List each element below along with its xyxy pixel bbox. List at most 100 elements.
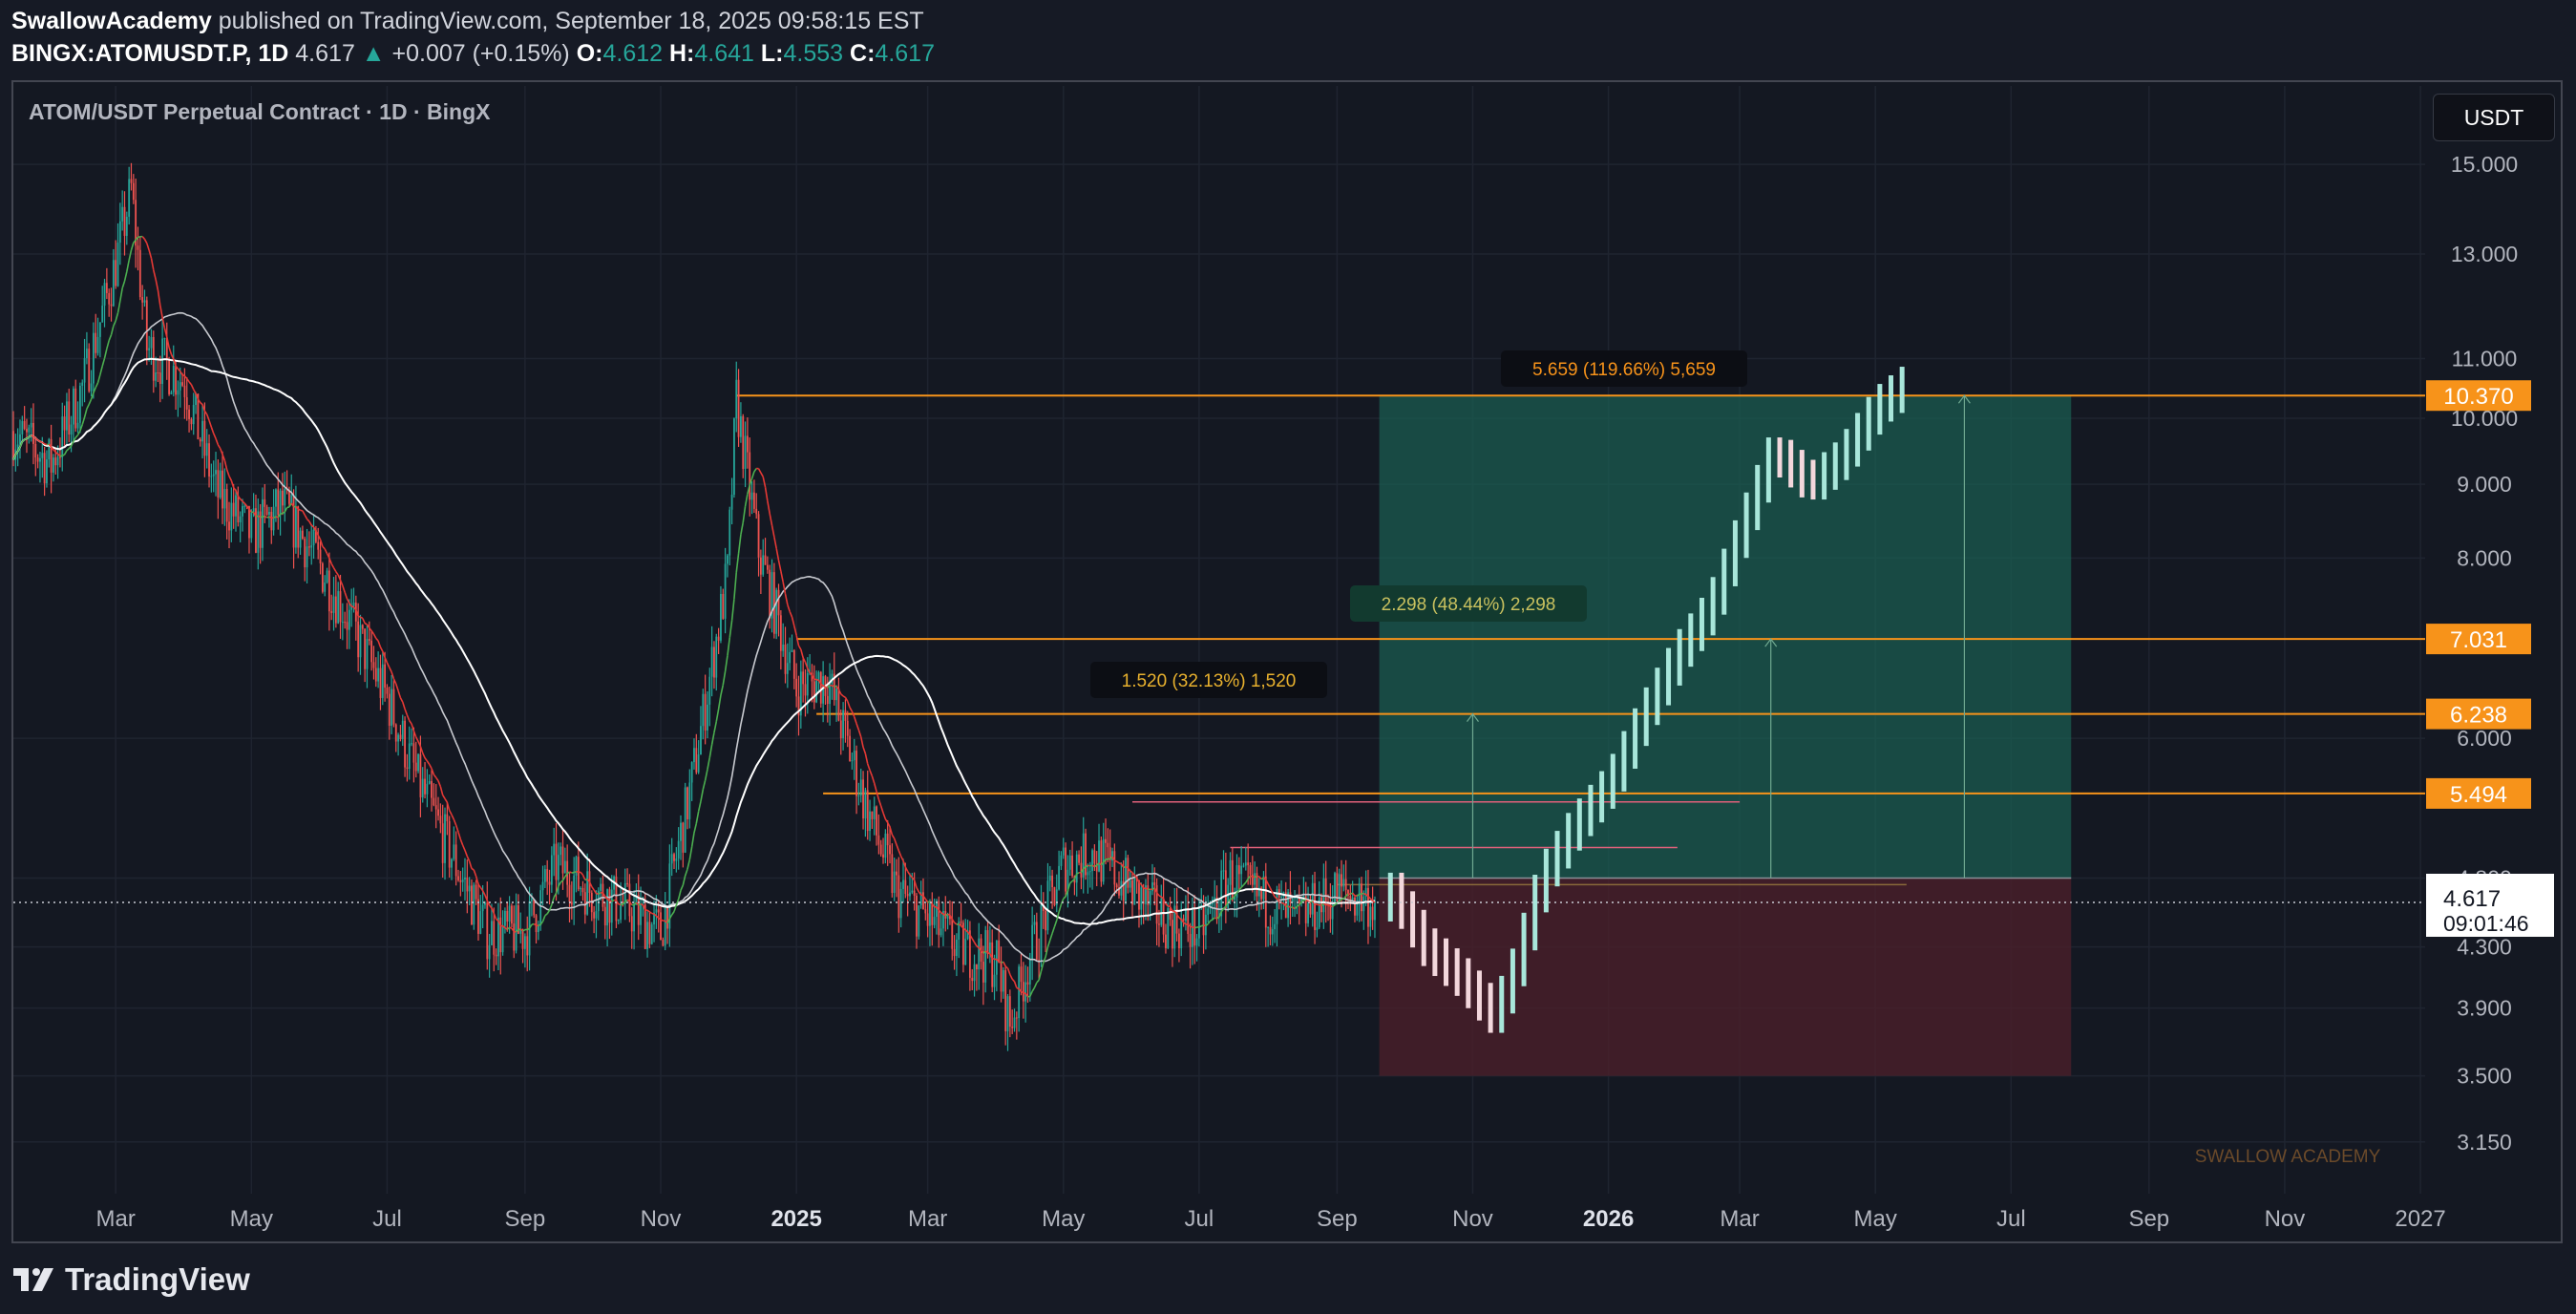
author-name[interactable]: SwallowAcademy [11, 8, 212, 34]
fast-ma-segment [203, 410, 208, 415]
candle-body [101, 306, 104, 323]
x-tick-label: May [230, 1206, 273, 1232]
candle-body [975, 964, 978, 970]
candle-body [1115, 884, 1118, 888]
fast-ma-segment [32, 435, 36, 439]
candle-body [946, 916, 949, 919]
candle-body [757, 514, 760, 558]
fast-ma-segment [1076, 872, 1080, 875]
candle-body [30, 422, 32, 428]
fast-ma-segment [81, 416, 86, 425]
fast-ma-segment [126, 260, 130, 272]
candle-body [802, 671, 805, 685]
fast-ma-segment [949, 915, 953, 921]
fast-ma-segment [849, 707, 854, 712]
fast-ma-segment [1140, 883, 1145, 889]
level-price-tag[interactable] [2426, 777, 2531, 809]
symbol-label[interactable]: BINGX:ATOMUSDT.P, 1D [11, 40, 289, 67]
fast-ma-segment [581, 874, 586, 880]
candle-body [951, 919, 954, 949]
fast-ma-segment [789, 611, 793, 618]
candle-body [401, 720, 404, 740]
fast-ma-segment [1200, 924, 1204, 927]
measure-label-box[interactable] [1501, 350, 1747, 387]
fast-ma-segment [891, 834, 896, 839]
candle-body [337, 591, 340, 624]
candle-body [623, 882, 626, 904]
candle-body [299, 530, 302, 548]
candle-body [936, 901, 938, 918]
projected-bar [1621, 731, 1627, 792]
fast-ma-segment [720, 685, 725, 696]
fast-ma-segment [411, 723, 415, 731]
projected-bar [1721, 548, 1727, 615]
candle-body [648, 922, 651, 944]
y-tick-label: 3.900 [2457, 996, 2512, 1021]
fast-ma-segment [219, 448, 223, 456]
ema-line-medium [12, 311, 1376, 963]
projected-bar [1521, 912, 1527, 986]
candle-body [1251, 874, 1254, 885]
candle-body [70, 424, 73, 435]
fast-ma-segment [982, 950, 986, 954]
x-tick-label: Nov [2265, 1206, 2306, 1232]
fast-ma-segment [1023, 991, 1026, 994]
candle-body [586, 871, 589, 915]
candle-body [526, 936, 529, 956]
candle-body [181, 382, 183, 386]
fast-ma-segment [1214, 917, 1217, 920]
fast-ma-segment [646, 909, 650, 913]
level-price-tag[interactable] [2426, 624, 2531, 655]
measure-label-box[interactable] [1090, 662, 1327, 698]
candle-body [1311, 882, 1314, 915]
candle-body [73, 388, 74, 425]
fast-ma-segment [904, 866, 909, 872]
fast-ma-segment [1063, 896, 1066, 900]
candle-body [635, 895, 638, 905]
last-price-box[interactable] [2426, 873, 2554, 937]
stop-zone[interactable] [1379, 878, 2072, 1076]
tradingview-logo[interactable]: TradingView [11, 1261, 250, 1299]
candle-body [275, 489, 277, 507]
fast-ma-segment [551, 897, 555, 905]
candle-body [581, 887, 584, 893]
fast-ma-segment [773, 536, 777, 549]
fast-ma-segment [401, 701, 406, 710]
candle-body [1242, 865, 1245, 867]
fast-ma-segment [110, 326, 115, 335]
fast-ma-segment [370, 630, 375, 635]
fast-ma-segment [802, 657, 807, 663]
candle-body [295, 506, 297, 548]
fast-ma-segment [1175, 914, 1180, 919]
fast-ma-segment [1160, 896, 1165, 900]
candle-body [50, 438, 53, 473]
fast-ma-segment [1367, 895, 1371, 900]
fast-ma-segment [406, 714, 411, 721]
currency-button[interactable]: USDT [2433, 94, 2555, 141]
candle-body [312, 529, 315, 546]
fast-ma-segment [143, 239, 148, 244]
level-price-tag[interactable] [2426, 380, 2531, 412]
candle-body [944, 910, 947, 919]
fast-ma-segment [57, 453, 61, 457]
fast-ma-segment [504, 926, 508, 930]
fast-ma-segment [477, 883, 481, 888]
candle-body [713, 646, 715, 678]
candle-body [811, 672, 813, 682]
projected-bar [1532, 875, 1538, 951]
level-price-tag[interactable] [2426, 698, 2531, 730]
fast-ma-segment [399, 697, 404, 703]
candle-body [1022, 982, 1024, 1002]
candle-body [782, 644, 785, 651]
candle-body [350, 605, 353, 610]
candle-body [909, 892, 911, 897]
candle-body [148, 348, 151, 350]
candle-body [637, 895, 640, 925]
fast-ma-segment [1242, 881, 1247, 886]
measure-label-box[interactable] [1350, 585, 1587, 622]
target-zone[interactable] [1379, 395, 2072, 879]
fast-ma-segment [1046, 940, 1051, 947]
fast-ma-segment [217, 444, 222, 450]
candle-body [339, 591, 342, 623]
